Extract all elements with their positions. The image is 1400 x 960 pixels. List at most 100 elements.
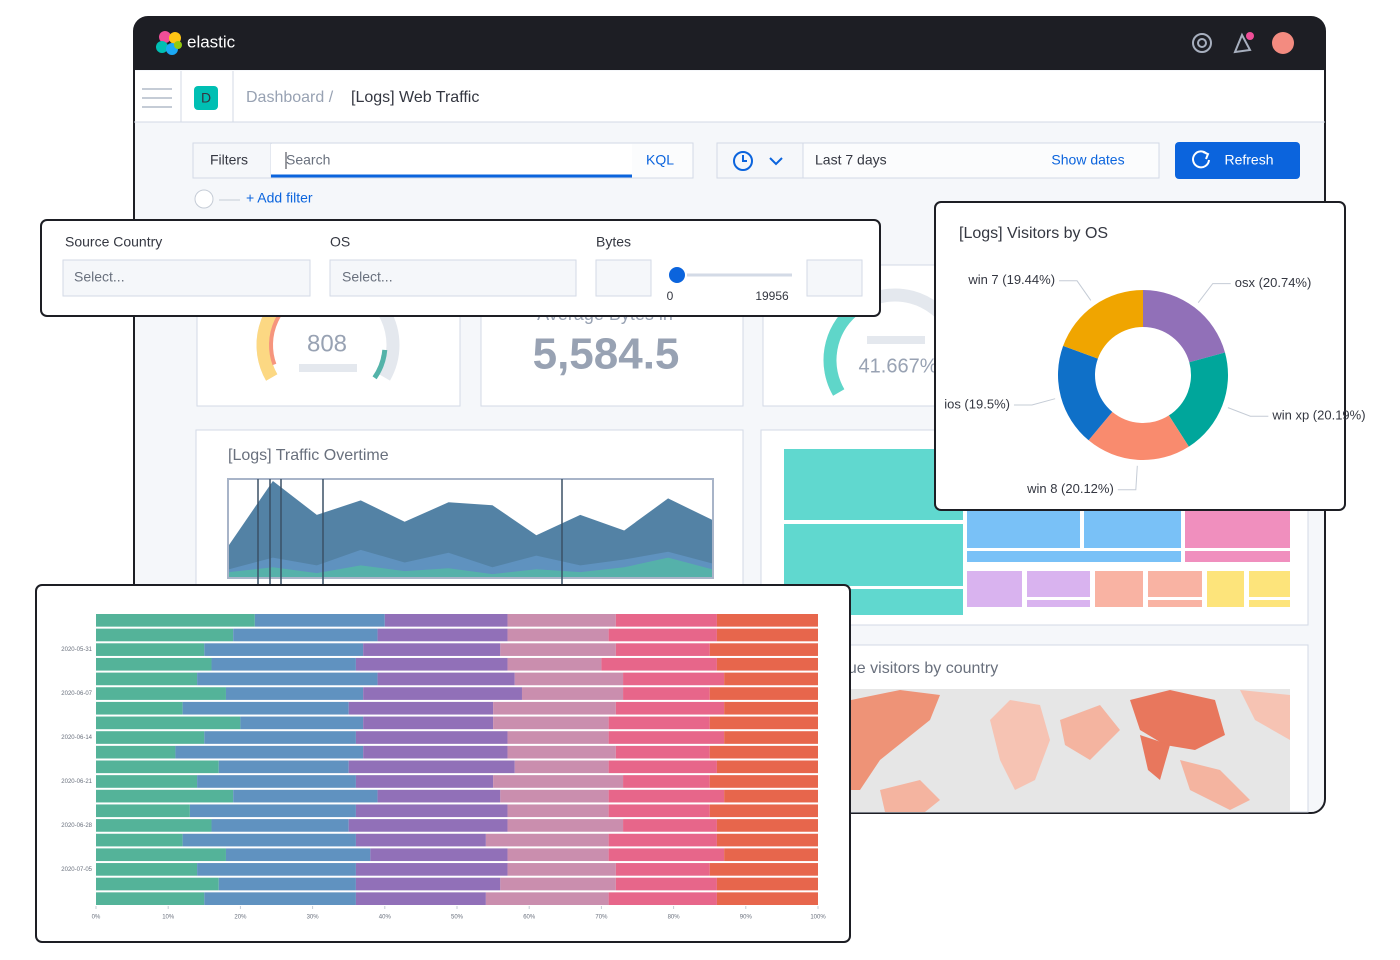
bar-segment [724,672,818,686]
bar-segment [182,833,356,847]
area [229,557,712,577]
refresh-arrow [1202,151,1210,160]
avatar[interactable] [1272,32,1294,54]
bar-segment [175,745,364,759]
range-min-input[interactable] [595,259,652,297]
breadcrumb-parent[interactable]: Dashboard / [246,89,334,106]
bar-segment [96,760,219,774]
bar-segment [716,614,818,627]
time-range[interactable]: Last 7 days [815,152,887,168]
slider-handle[interactable] [667,265,687,285]
x-tick-label: 50% [451,915,464,921]
space-badge[interactable] [194,86,218,110]
x-tick-label: 80% [668,915,681,921]
bar-segment [724,848,818,862]
bar-segment [355,657,508,671]
x-tick-label: 40% [379,915,392,921]
x-tick-label: 100% [810,915,826,921]
kql-button[interactable]: KQL [646,152,674,168]
select[interactable] [62,259,311,297]
bar-segment [96,614,255,627]
slice-label: osx (20.74%) [1235,275,1312,290]
bar-segment [615,863,710,876]
bar-segment [197,672,378,686]
bar-segment [211,657,356,671]
donut-chart: osx (20.74%) win xp (20.19%) win 8 (20.12%… [944,272,1365,496]
help-icon[interactable] [1192,33,1212,53]
bar-segment [485,892,609,905]
bar-segment [514,672,624,686]
x-tick-label: 20% [234,915,247,921]
bar-segment [96,745,176,759]
bar-segment [709,687,818,700]
bar-segment [485,833,609,847]
slider-max: 19956 [755,289,789,303]
bar-segment [716,657,818,671]
donut-slice [1168,352,1228,447]
refresh-label: Refresh [1224,152,1273,168]
control-label: Source Country [65,234,162,250]
clock-hand [742,155,747,162]
map [851,689,1290,812]
range-max-input[interactable] [806,259,863,297]
bar-segment [355,863,508,876]
bar-segment [348,819,508,832]
quick-menu[interactable] [716,142,804,179]
bar-segment [709,804,818,818]
x-tick-label: 60% [523,915,536,921]
bar-segment [96,672,198,686]
bar-segment [709,745,818,759]
bar-segment [96,863,198,876]
news-icon[interactable] [1233,32,1254,54]
show-dates[interactable]: Show dates [1051,152,1124,168]
x-tick-label: 90% [740,915,753,921]
bar-segment [507,745,616,759]
filters-button[interactable] [192,142,272,179]
donut-slice [1058,345,1113,441]
bar-segment [355,804,508,818]
bar-segment [615,877,717,891]
bar-segment [355,775,494,788]
search-input[interactable] [271,144,632,177]
bar-segment [363,687,522,700]
area-chart [229,480,712,577]
bar-segment [233,789,378,803]
bar-segment [493,701,616,715]
bar-segment [716,819,818,832]
leader-line [1059,280,1092,301]
bar-segment [204,731,356,744]
bar-segment [355,877,501,891]
bar-segment [96,848,226,862]
chart-title: [Logs] Visitors by OS [959,225,1108,242]
brand: elastic [187,32,236,51]
clock-icon [733,151,753,171]
bar-segment [363,643,501,656]
bar-segment [225,687,364,700]
bar-segment [608,848,725,862]
control-label: OS [330,234,350,250]
bar-segment [370,848,508,862]
metric-value: 808 [307,330,347,357]
bar-segment [623,687,710,700]
select-placeholder: Select... [74,269,125,285]
bar-segment [355,892,486,905]
menu-button[interactable] [142,88,172,108]
bar-segment [507,848,609,862]
top-bar [134,17,1325,70]
bar-segment [96,877,219,891]
filter-toggle[interactable] [194,189,214,209]
add-filter[interactable]: + Add filter [246,190,313,206]
y-tick-label: 2020-07-05 [61,867,92,873]
refresh-button[interactable] [1175,142,1300,179]
bar-segment [363,716,494,730]
bar-segment [377,789,501,803]
bar-segment [211,819,349,832]
select[interactable] [329,259,577,297]
bar-segment [716,877,818,891]
bar-segment [615,643,710,656]
bar-segment [182,701,349,715]
bar-segment [96,892,205,905]
bar-segment [507,657,602,671]
bar-segment [204,643,364,656]
